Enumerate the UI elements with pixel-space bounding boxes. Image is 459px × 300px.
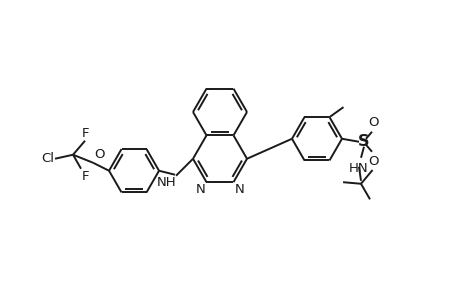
Text: O: O: [368, 116, 378, 129]
Text: HN: HN: [348, 162, 368, 175]
Text: N: N: [196, 183, 205, 196]
Text: O: O: [368, 155, 378, 168]
Text: F: F: [81, 127, 89, 140]
Text: N: N: [234, 183, 244, 196]
Text: O: O: [94, 148, 104, 161]
Text: S: S: [358, 134, 369, 149]
Text: Cl: Cl: [41, 152, 54, 165]
Text: NH: NH: [156, 176, 176, 189]
Text: F: F: [82, 170, 90, 183]
